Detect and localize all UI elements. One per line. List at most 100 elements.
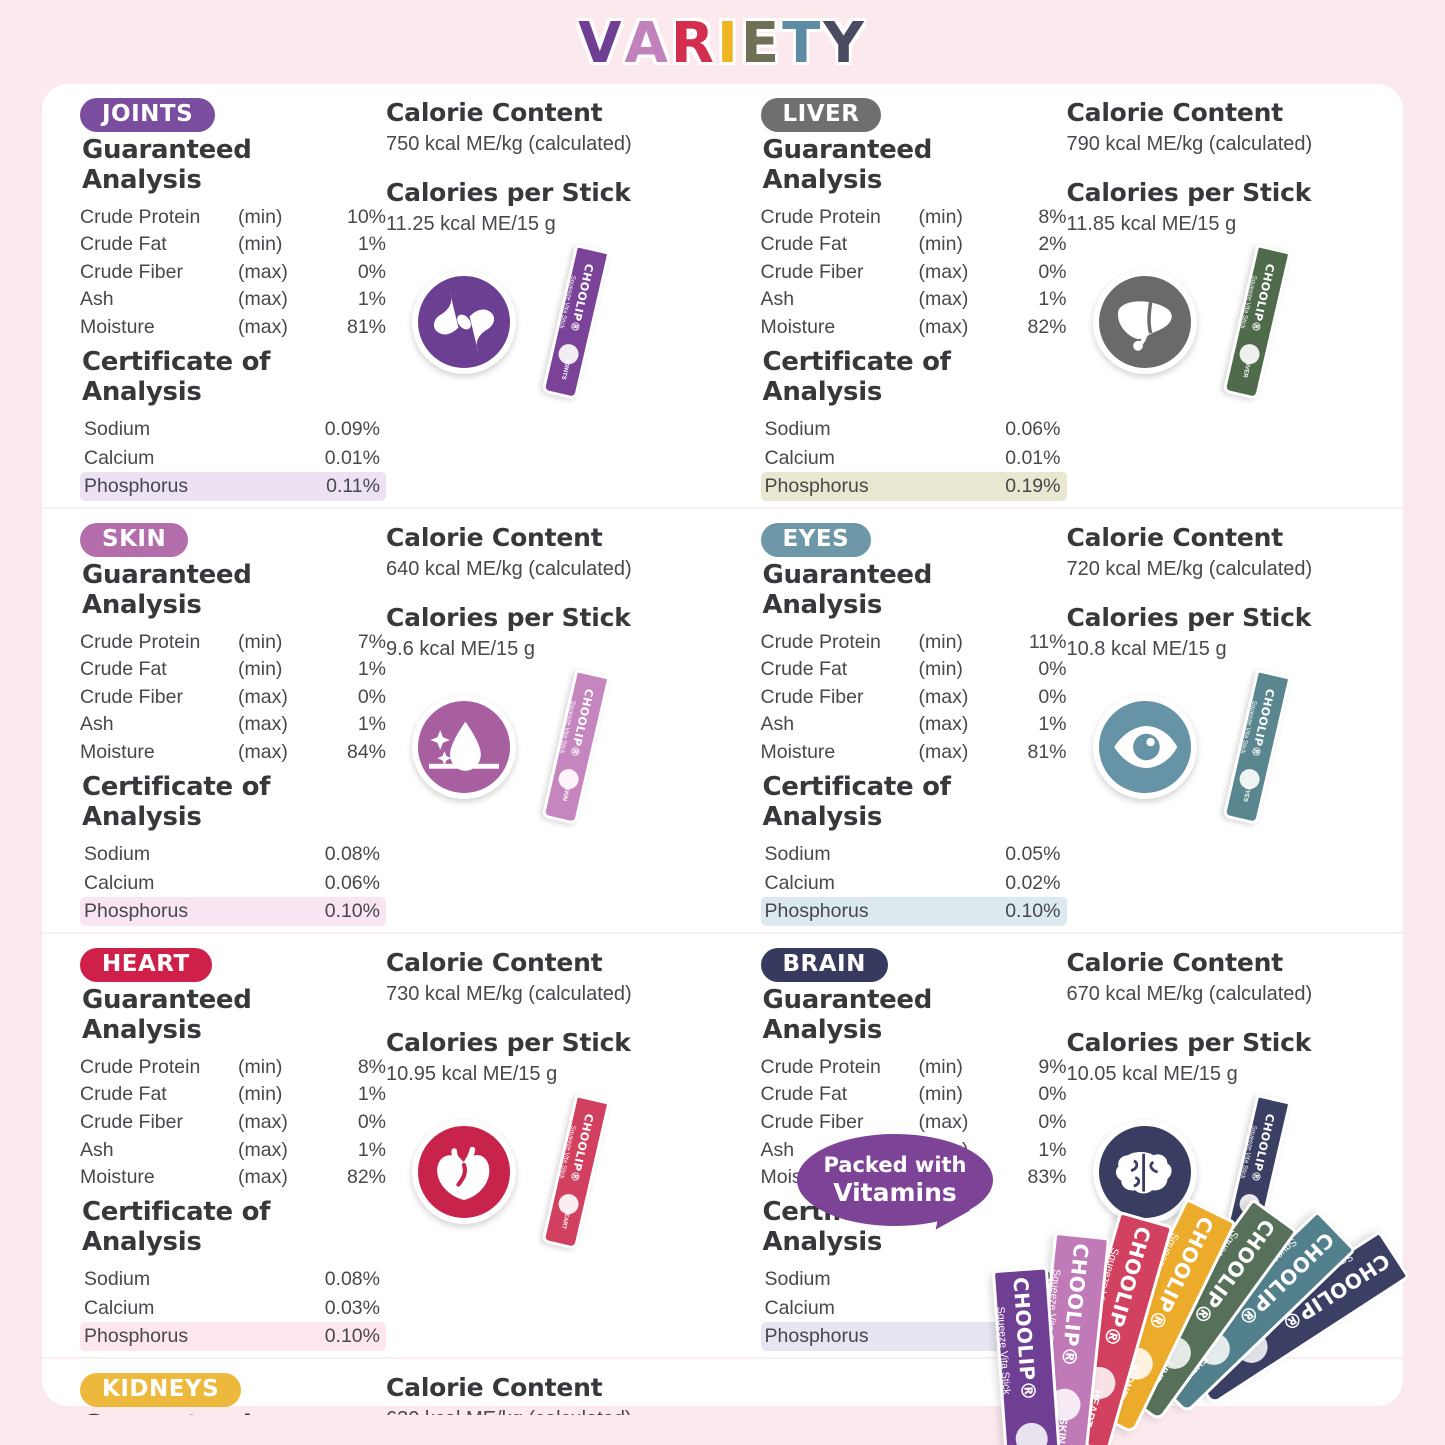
nutrient-qualifier: (min) (238, 233, 283, 256)
nutrient-name: Crude Fiber (80, 260, 183, 283)
nutrient-value: 0% (1038, 1110, 1067, 1133)
calorie-column: Calorie Content 790 kcal ME/kg (calculate… (1053, 98, 1404, 501)
table-row: Crude Fat (min) 1% (80, 231, 386, 259)
category-badge-brain[interactable]: BRAIN (760, 948, 888, 983)
certificate-of-analysis-heading: Certificate of Analysis (82, 347, 271, 408)
nutrient-qualifier: (max) (918, 316, 969, 339)
analysis-column: EYES Guaranteed Analysis Crude Protein (min… (723, 523, 1067, 927)
certificate-of-analysis-heading: Certificate of Analysis (762, 772, 951, 833)
table-row: Moisture (max) 84% (80, 739, 386, 767)
category-badge-kidneys[interactable]: KIDNEYS (80, 1373, 242, 1408)
nutrient-name: Moisture (80, 1166, 155, 1189)
table-row-highlighted: Phosphorus 0.10% (760, 897, 1067, 927)
table-row: Crude Fiber (max) 0% (761, 258, 1067, 286)
nutrient-qualifier: (max) (238, 1166, 288, 1189)
nutrient-qualifier: (min) (238, 1055, 283, 1078)
category-badge-joints[interactable]: JOINTS (80, 98, 216, 133)
stick-seal-icon (1014, 1421, 1049, 1445)
table-row: Calcium 0.01% (80, 444, 386, 473)
nutrient-name: Ash (80, 713, 114, 736)
nutrient-name: Ash (80, 288, 114, 311)
page-title: VARIETY (0, 16, 1445, 72)
category-badge-liver[interactable]: LIVER (760, 98, 882, 133)
table-row: Moisture (max) 81% (80, 314, 386, 342)
category-badge-heart[interactable]: HEART (80, 948, 212, 983)
table-row: Sodium 0.09% (80, 415, 386, 444)
nutrient-qualifier: (min) (918, 658, 963, 681)
nutrient-qualifier: (max) (918, 713, 969, 736)
mineral-value: 0.11% (324, 472, 386, 502)
nutrient-name: Moisture (80, 316, 155, 339)
nutrient-qualifier: (max) (918, 1110, 969, 1133)
nutrient-value: 8% (1038, 205, 1067, 228)
nutrient-value: 1% (357, 658, 386, 681)
product-panel-heart: HEART Guaranteed Analysis Crude Protein (mi… (42, 934, 723, 1357)
guaranteed-analysis-heading: Guaranteed Analysis (82, 560, 252, 621)
nutrient-qualifier: (max) (918, 741, 969, 764)
product-panel-eyes: EYES Guaranteed Analysis Crude Protein (min… (723, 509, 1404, 932)
title-letter-4: E (740, 11, 783, 76)
skin-droplet-icon (412, 695, 516, 800)
calorie-column: Calorie Content 720 kcal ME/kg (calculate… (1053, 523, 1404, 926)
nutrient-name: Crude Protein (760, 205, 881, 228)
certificate-of-analysis-table: Sodium 0.08% Calcium 0.06% Phosphorus 0.10% (80, 840, 386, 927)
nutrient-name: Crude Protein (80, 1055, 201, 1078)
table-row: Ash (max) 1% (80, 286, 386, 314)
liver-icon (1092, 270, 1197, 374)
mineral-name: Phosphorus (760, 472, 1005, 502)
nutrient-value: 8% (357, 1055, 386, 1078)
nutrient-name: Crude Fat (80, 1083, 167, 1106)
mineral-name: Sodium (84, 418, 151, 441)
mineral-name: Calcium (84, 871, 155, 894)
certificate-of-analysis-heading: Certificate of Analysis (82, 772, 271, 833)
nutrient-name: Moisture (760, 316, 836, 339)
mineral-value: 0.03% (324, 1296, 380, 1319)
nutrient-value: 1% (357, 1138, 386, 1161)
mineral-name: Calcium (764, 446, 835, 469)
nutrient-value: 1% (357, 713, 386, 736)
guaranteed-analysis-heading: Guaranteed Analysis (762, 560, 933, 621)
nutrient-qualifier: (max) (238, 685, 288, 708)
mineral-name: Calcium (764, 871, 835, 894)
category-badge-eyes[interactable]: EYES (760, 523, 872, 558)
table-row: Crude Fat (min) 0% (761, 1081, 1067, 1109)
calorie-content-heading: Calorie Content (386, 523, 603, 553)
calorie-content-heading: Calorie Content (386, 98, 603, 127)
table-row: Sodium 0.08% (80, 840, 386, 869)
nutrient-value: 2% (1038, 233, 1067, 256)
nutrient-value: 0% (1038, 685, 1067, 708)
certificate-of-analysis-table: Sodium 0.05% Calcium 0.02% Phosphorus 0.10% (760, 840, 1067, 927)
mineral-value: 0.09% (324, 418, 380, 441)
nutrient-name: Moisture (760, 741, 836, 764)
mineral-value: 0.08% (324, 1268, 380, 1291)
nutrient-qualifier: (max) (238, 316, 288, 339)
table-row: Crude Fat (min) 1% (80, 656, 386, 684)
eye-icon (1092, 695, 1197, 800)
nutrient-qualifier: (max) (918, 685, 969, 708)
analysis-column: LIVER Guaranteed Analysis Crude Protein (mi… (723, 98, 1067, 502)
calorie-content-value: 640 kcal ME/kg (calculated) (386, 558, 632, 581)
table-row: Crude Protein (min) 10% (80, 203, 386, 231)
nutrient-qualifier: (min) (238, 630, 283, 653)
nutrient-name: Crude Fat (80, 658, 167, 681)
stick-category-tag: EYES (1240, 785, 1251, 803)
nutrient-value: 81% (1027, 741, 1067, 764)
analysis-column: HEART Guaranteed Analysis Crude Protein (mi… (42, 948, 386, 1352)
bottom-strip (0, 1415, 1445, 1445)
guaranteed-analysis-heading: Guaranteed Analysis (762, 135, 933, 196)
nutrient-qualifier: (min) (918, 1055, 963, 1078)
nutrient-qualifier: (min) (238, 658, 283, 681)
title-letter-1: A (624, 11, 671, 76)
table-row-highlighted: Phosphorus 0.10% (80, 1322, 386, 1352)
mineral-value: 0.01% (1005, 446, 1061, 469)
nutrient-qualifier: (max) (918, 288, 969, 311)
calorie-content-heading: Calorie Content (386, 948, 603, 978)
nutrient-value: 1% (1038, 1138, 1067, 1161)
nutrient-name: Crude Fiber (80, 1110, 183, 1133)
category-badge-skin[interactable]: SKIN (80, 523, 189, 558)
table-row: Calcium 0.03% (80, 1294, 386, 1323)
nutrient-qualifier: (max) (238, 288, 288, 311)
nutrient-qualifier: (max) (238, 713, 288, 736)
